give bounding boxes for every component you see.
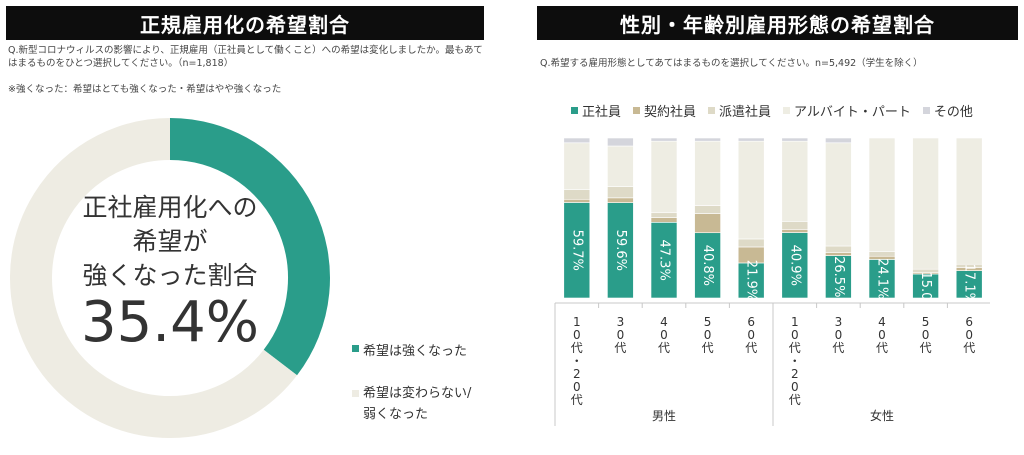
bar-segment-2 — [563, 198, 591, 203]
bar-data-label: 24.1% — [875, 258, 890, 299]
bar-legend-item: 派遣社員 — [708, 101, 771, 120]
bar-segment-2 — [607, 197, 634, 203]
bar-legend-label: その他 — [933, 105, 973, 120]
bar-segment-2 — [694, 213, 721, 234]
bar-segment-3 — [737, 238, 765, 248]
bar-segment-5 — [781, 137, 809, 142]
legend-swatch — [783, 107, 791, 114]
bar-legend-item: アルバイト・パート — [783, 101, 911, 120]
bar-legend-label: アルバイト・パート — [794, 105, 911, 120]
bar-data-label: 40.9% — [787, 245, 802, 286]
bar-segment-4 — [868, 137, 896, 252]
bar-legend-item: 正社員 — [571, 101, 621, 120]
donut-legend-strong: 希望は強くなった — [352, 340, 467, 359]
bar-segment-2 — [825, 252, 852, 256]
bar-segment-4 — [694, 140, 721, 206]
bar-segment-3 — [825, 245, 852, 253]
bar-segment-3 — [650, 212, 678, 218]
left-footnote: ※強くなった：希望はとても強くなった・希望はやや強くなった — [8, 84, 282, 95]
bar-segment-4 — [912, 137, 939, 270]
bar-legend-label: 正社員 — [582, 105, 622, 120]
bar-segment-1 — [825, 255, 852, 299]
donut-center-value: 35.4% — [81, 290, 259, 355]
bar-data-label: 26.5% — [831, 256, 846, 297]
right-question-text: Q.希望する雇用形態としてあてはまるものを選択してください。n=5,492（学生… — [540, 58, 923, 69]
bar-segment-4 — [607, 145, 634, 187]
left-panel-title: 正規雇用化の希望割合 — [6, 6, 484, 40]
legend-swatch — [922, 107, 930, 114]
bar-data-label: 59.6% — [613, 230, 628, 271]
bar-segment-1 — [694, 232, 721, 299]
category-tick-label: 1 0 代・ 2 0 代 — [571, 315, 583, 407]
bar-segment-1 — [737, 262, 765, 299]
bar-segment-4 — [650, 140, 678, 214]
bar-segment-1 — [563, 202, 591, 299]
donut-slice-strong — [169, 118, 330, 376]
bar-data-label: 47.3% — [657, 240, 672, 281]
bar-data-label: 40.8% — [700, 245, 715, 286]
bar-segment-3 — [868, 251, 896, 257]
donut-slice-weak — [10, 118, 298, 438]
bar-segment-4 — [955, 137, 983, 265]
donut-legend-weak-label-line-1: 希望は変わらない/ — [363, 386, 472, 401]
bar-segment-3 — [781, 221, 809, 230]
bar-data-label: 59.7% — [569, 230, 584, 271]
bar-segment-5 — [737, 137, 765, 142]
bar-segment-5 — [650, 137, 678, 142]
bar-segment-2 — [781, 229, 809, 233]
bar-segment-2 — [650, 217, 678, 223]
legend-swatch — [633, 107, 641, 114]
legend-swatch — [571, 107, 578, 114]
donut-center-line-3: 強くなった割合 — [82, 261, 258, 290]
donut-legend-weak: 希望は変わらない/ 弱くなった — [352, 383, 471, 425]
bar-segment-4 — [737, 140, 765, 240]
bar-segment-5 — [563, 137, 591, 144]
bar-segment-3 — [694, 205, 721, 214]
bar-segment-3 — [607, 186, 634, 199]
bar-data-label: 21.9% — [744, 260, 759, 301]
bar-segment-3 — [563, 189, 591, 200]
bar-segment-4 — [781, 140, 809, 222]
bar-segment-4 — [825, 142, 852, 247]
bar-segment-4 — [563, 142, 591, 190]
group-label: 男性 — [652, 409, 676, 423]
right-panel-title: 性別・年齢別雇用形態の希望割合 — [537, 6, 1018, 40]
bar-segment-5 — [825, 137, 852, 144]
bar-legend-label: 派遣社員 — [719, 105, 772, 120]
bar-legend-label: 契約社員 — [644, 105, 697, 120]
stacked-bar-chart: 59.7% 1 0 代・ 2 0 代 59.6% 3 0 代 47.3% 4 0 代 40.8% 5 0 代 21.9… — [554, 137, 990, 426]
donut-center-line-1: 正社雇用化への — [82, 193, 258, 222]
bar-data-label: 17.1% — [962, 264, 977, 305]
left-question-text: Q.新型コロナウィルスの影響により、正規雇用（正社員として働くこと）への希望は変… — [8, 45, 483, 69]
group-label: 女性 — [870, 408, 894, 423]
bar-segment-5 — [694, 137, 721, 142]
bar-segment-5 — [607, 137, 634, 147]
bar-legend-item: その他 — [922, 101, 973, 120]
category-tick-label: 1 0 代・ 2 0 代 — [789, 315, 801, 407]
bar-segment-1 — [955, 270, 983, 299]
bar-legend: 正社員 契約社員 派遣社員 アルバイト・パート その他 — [571, 101, 973, 120]
donut-center-line-2: 希望が — [132, 227, 208, 256]
legend-swatch — [708, 107, 716, 114]
bar-legend-item: 契約社員 — [633, 101, 696, 120]
bar-data-label: 15.0 — [918, 272, 933, 301]
legend-swatch — [352, 390, 359, 397]
donut-legend-strong-label: 希望は強くなった — [363, 344, 468, 359]
bar-segment-1 — [650, 222, 678, 299]
legend-swatch — [352, 345, 359, 352]
donut-chart — [10, 118, 330, 438]
donut-legend-weak-label-line-2: 弱くなった — [363, 407, 429, 422]
bar-segment-1 — [868, 259, 896, 299]
